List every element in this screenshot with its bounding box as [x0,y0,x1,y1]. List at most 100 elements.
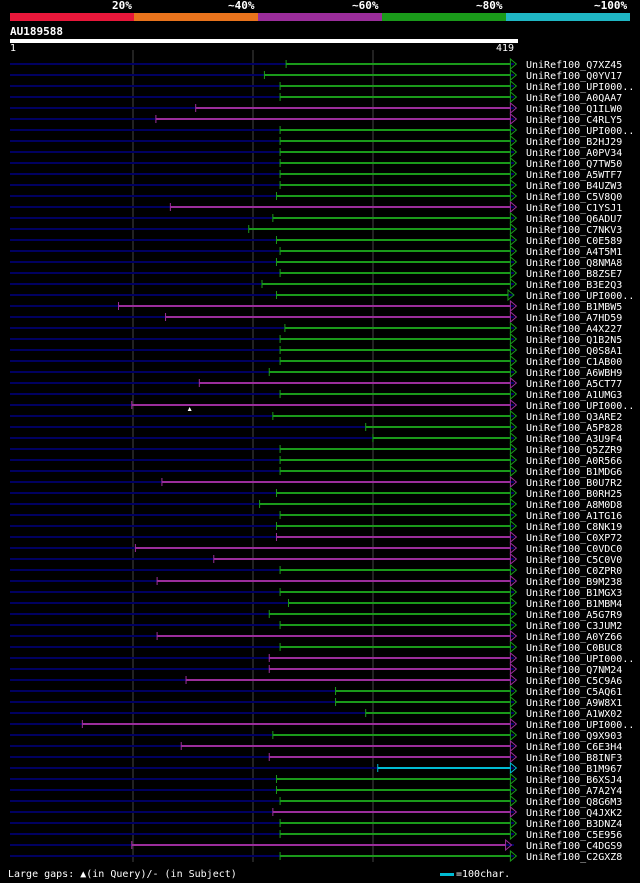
hit-label: UniRef100_C5V8Q0 [526,192,622,203]
hit-row[interactable]: UniRef100_C5AQ61 [10,684,622,698]
segment-end-arrow [509,805,518,819]
hit-row[interactable]: UniRef100_Q8G6M3 [10,794,622,808]
segment-end-arrow [509,68,518,82]
hit-row[interactable]: UniRef100_A6WBH9 [10,365,622,379]
hit-label: UniRef100_C8NK19 [526,522,622,533]
hit-row[interactable]: UniRef100_B1MDG6 [10,464,622,478]
hit-row[interactable]: UniRef100_Q7TW50 [10,156,622,170]
hit-label: UniRef100_A1WX02 [526,709,622,720]
hit-label: UniRef100_A7A2Y4 [526,786,622,797]
hit-row[interactable]: UniRef100_A3U9F4 [10,431,622,445]
legend-swatch-80 [382,13,506,21]
hit-row[interactable]: UniRef100_Q9X903 [10,728,622,742]
hit-row[interactable]: UniRef100_C5V8Q0 [10,189,622,203]
hit-row[interactable]: UniRef100_C4RLY5 [10,112,622,126]
hit-label: UniRef100_Q8NMA8 [526,258,622,269]
segment-end-arrow [509,90,518,104]
hit-label: UniRef100_C7NKV3 [526,225,622,236]
hit-row[interactable]: UniRef100_B1MGX3 [10,585,622,599]
hit-row[interactable]: UniRef100_A5WTF7 [10,167,622,181]
hit-row[interactable]: UniRef100_A9W8X1 [10,695,622,709]
hit-row[interactable]: UniRef100_C0XP72 [10,530,622,544]
hit-row[interactable]: UniRef100_A4X227 [10,321,622,335]
segment-end-arrow [509,827,518,841]
segment-end-arrow [509,156,518,170]
hit-row[interactable]: UniRef100_B3E2Q3 [10,277,622,291]
hit-row[interactable]: UniRef100_B8INF3 [10,750,622,764]
hit-label: UniRef100_UPI000.. [526,126,634,137]
hit-row[interactable]: UniRef100_B8ZSE7 [10,266,622,280]
hit-label: UniRef100_Q3ARE2 [526,412,622,423]
hit-label: UniRef100_A5CT77 [526,379,622,390]
hit-row[interactable]: UniRef100_A0PV34 [10,145,622,159]
hit-row[interactable]: UniRef100_A8M0D8 [10,497,622,511]
hit-row[interactable]: UniRef100_UPI000.. [10,651,634,665]
hit-row[interactable]: UniRef100_B1MBM4 [10,596,622,610]
hit-row[interactable]: UniRef100_A1TG16 [10,508,622,522]
hit-row[interactable]: UniRef100_B1MBW5 [10,299,622,313]
hit-row[interactable]: UniRef100_Q1ILW0 [10,101,622,115]
hit-row[interactable]: UniRef100_C5C0V0 [10,552,622,566]
hit-row[interactable]: UniRef100_Q3ARE2 [10,409,622,423]
hit-row[interactable]: UniRef100_UPI000.. [10,288,634,302]
hit-row[interactable]: UniRef100_B1M967 [10,761,622,775]
hit-row[interactable]: UniRef100_A5P828 [10,420,622,434]
hit-row[interactable]: UniRef100_C4DGS9 [10,838,622,852]
hit-row[interactable]: UniRef100_A1WX02 [10,706,622,720]
hit-row[interactable]: UniRef100_C5C9A6 [10,673,622,687]
hit-row[interactable]: UniRef100_B3DNZ4 [10,816,622,830]
hit-row[interactable]: UniRef100_B9M238 [10,574,622,588]
hit-row[interactable]: UniRef100_Q6ADU7 [10,211,622,225]
hit-row[interactable]: UniRef100_C8NK19 [10,519,622,533]
hit-row[interactable]: UniRef100_C1YSJ1 [10,200,622,214]
hit-label: UniRef100_A9W8X1 [526,698,622,709]
hit-row[interactable]: UniRef100_A7A2Y4 [10,783,622,797]
hit-row[interactable]: UniRef100_Q4JXK2 [10,805,622,819]
hit-row[interactable]: UniRef100_C0E589 [10,233,622,247]
hit-row[interactable]: UniRef100_C1AB00 [10,354,622,368]
segment-end-arrow [509,211,518,225]
hit-row[interactable]: UniRef100_A0QAA7 [10,90,622,104]
hit-row[interactable]: UniRef100_B6XSJ4 [10,772,622,786]
hit-row[interactable]: UniRef100_B4UZW3 [10,178,622,192]
hit-row[interactable]: UniRef100_A1UMG3 [10,387,622,401]
hit-row[interactable]: UniRef100_UPI000.. [10,123,634,137]
hit-row[interactable]: UniRef100_A5G7R9 [10,607,622,621]
legend-label-60: ~60% [352,0,379,12]
hit-row[interactable]: UniRef100_C3JUM2 [10,618,622,632]
hit-label: UniRef100_A5G7R9 [526,610,622,621]
hit-label: UniRef100_B1MGX3 [526,588,622,599]
segment-end-arrow [509,178,518,192]
hit-row[interactable]: UniRef100_Q0S8A1 [10,343,622,357]
segment-end-arrow [509,849,518,863]
query-scale-bar [10,39,518,43]
hit-row[interactable]: UniRef100_B0RH25 [10,486,622,500]
hit-row[interactable]: UniRef100_B0U7R2 [10,475,622,489]
hit-row[interactable]: UniRef100_C7NKV3 [10,222,622,236]
hit-row[interactable]: UniRef100_A7HD59 [10,310,622,324]
hit-label: UniRef100_C0E589 [526,236,622,247]
hit-row[interactable]: UniRef100_Q7XZ45 [10,57,622,71]
hit-row[interactable]: UniRef100_Q8NMA8 [10,255,622,269]
hit-label: UniRef100_B4UZW3 [526,181,622,192]
hit-row[interactable]: UniRef100_A5CT77 [10,376,622,390]
hit-row[interactable]: UniRef100_A4T5M1 [10,244,622,258]
hit-row[interactable]: UniRef100_C0VDC0 [10,541,622,555]
hit-row[interactable]: UniRef100_UPI000.. [10,79,634,93]
hit-row[interactable]: UniRef100_B2HJ29 [10,134,622,148]
hit-row[interactable]: UniRef100_C0BUC8 [10,640,622,654]
hit-row[interactable]: UniRef100_Q7NM24 [10,662,622,676]
hit-row[interactable]: UniRef100_C2GXZ8 [10,849,622,863]
hit-row[interactable]: UniRef100_A0R566 [10,453,622,467]
hit-row[interactable]: UniRef100_UPI000.. [10,398,634,412]
segment-end-arrow [509,167,518,181]
segment-end-arrow [509,57,518,71]
hit-row[interactable]: UniRef100_Q5ZZR9 [10,442,622,456]
hit-row[interactable]: UniRef100_C5E956 [10,827,622,841]
hit-row[interactable]: UniRef100_A0YZ66 [10,629,622,643]
hit-row[interactable]: UniRef100_C6E3H4 [10,739,622,753]
hit-row[interactable]: UniRef100_Q0YV17 [10,68,622,82]
hit-row[interactable]: UniRef100_Q1B2N5 [10,332,622,346]
hit-row[interactable]: UniRef100_UPI000.. [10,717,634,731]
hit-row[interactable]: UniRef100_C0ZPR0 [10,563,622,577]
